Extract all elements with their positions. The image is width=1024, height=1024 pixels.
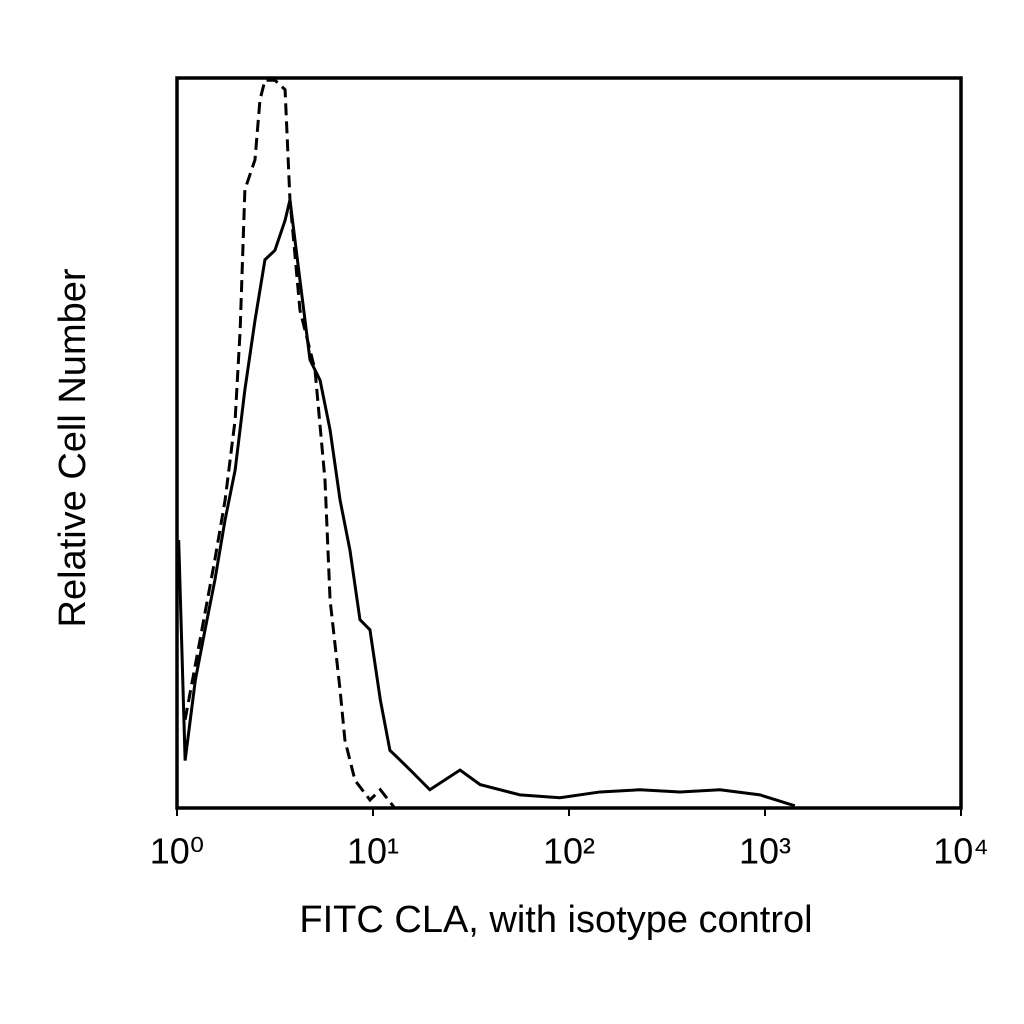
- x-tick-label: 10⁰: [150, 831, 204, 872]
- plot-area: [177, 78, 796, 808]
- y-axis-label: Relative Cell Number: [52, 268, 94, 627]
- x-tick-label: 10¹: [347, 831, 399, 872]
- histogram-line: [183, 78, 396, 808]
- histogram-line: [177, 199, 796, 808]
- x-tick-label: 10³: [739, 831, 791, 872]
- plot-frame: [175, 76, 963, 810]
- x-tick-label: 10²: [543, 831, 595, 872]
- x-tick-label: 10⁴: [933, 831, 989, 872]
- x-axis-label: FITC CLA, with isotype control: [299, 899, 812, 941]
